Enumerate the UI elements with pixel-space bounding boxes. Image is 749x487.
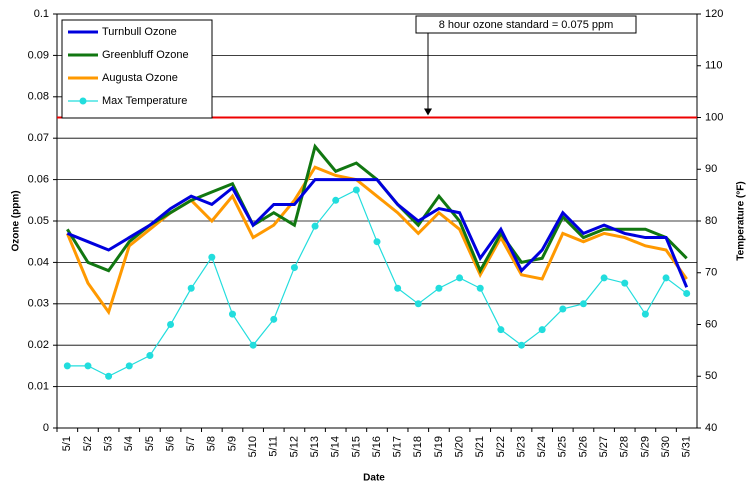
- point: [290, 264, 298, 272]
- x-tick-label: 5/6: [164, 436, 176, 451]
- y2-tick-label: 100: [705, 111, 723, 123]
- point: [208, 253, 216, 261]
- y-tick-label: 0.01: [28, 381, 49, 393]
- arrow-head: [424, 108, 432, 116]
- x-tick-label: 5/27: [598, 436, 610, 457]
- y2-tick-label: 80: [705, 215, 717, 227]
- x-tick-label: 5/3: [103, 436, 115, 451]
- x-tick-label: 5/31: [681, 436, 693, 457]
- x-tick-label: 5/29: [639, 436, 651, 457]
- x-tick-label: 5/11: [268, 436, 280, 457]
- point: [456, 274, 464, 282]
- x-tick-label: 5/19: [433, 436, 445, 457]
- point: [394, 284, 402, 292]
- point: [84, 362, 92, 370]
- x-tick-label: 5/5: [144, 436, 156, 451]
- point: [105, 372, 113, 380]
- y-tick-label: 0.02: [28, 339, 49, 351]
- point: [518, 341, 526, 349]
- annotation: 8 hour ozone standard = 0.075 ppm: [439, 19, 614, 31]
- x-tick-label: 5/4: [123, 436, 135, 451]
- point: [579, 300, 587, 308]
- point: [662, 274, 670, 282]
- y2-tick-label: 70: [705, 267, 717, 279]
- x-tick-label: 5/24: [536, 436, 548, 457]
- point: [497, 326, 505, 334]
- point: [435, 284, 443, 292]
- y-tick-label: 0.04: [28, 256, 49, 268]
- point: [63, 362, 71, 370]
- x-tick-label: 5/9: [226, 436, 238, 451]
- x-tick-label: 5/12: [288, 436, 300, 457]
- y2-tick-label: 50: [705, 370, 717, 382]
- point: [476, 284, 484, 292]
- y-tick-label: 0.05: [28, 215, 49, 227]
- point: [146, 352, 154, 360]
- point: [621, 279, 629, 287]
- x-tick-label: 5/22: [495, 436, 507, 457]
- point: [125, 362, 133, 370]
- point: [311, 222, 319, 230]
- x-tick-label: 5/16: [371, 436, 383, 457]
- x-tick-label: 5/10: [247, 436, 259, 457]
- point: [332, 196, 340, 204]
- legend-label: Augusta Ozone: [102, 72, 178, 84]
- point: [167, 321, 175, 328]
- y-tick-label: 0.1: [34, 8, 49, 20]
- point: [683, 289, 691, 297]
- point: [641, 310, 649, 318]
- y2-tick-label: 120: [705, 8, 723, 20]
- y-tick-label: 0.07: [28, 132, 49, 144]
- y2-axis-title: Temperature (°F): [736, 181, 747, 260]
- y-tick-label: 0.03: [28, 298, 49, 310]
- point: [373, 238, 381, 246]
- annotation-box: [415, 15, 637, 34]
- x-tick-label: 5/30: [660, 436, 672, 457]
- x-tick-label: 5/20: [453, 436, 465, 457]
- legend-label: Greenbluff Ozone: [102, 49, 189, 61]
- point: [559, 305, 567, 313]
- point: [187, 284, 195, 292]
- y-tick-label: 0.08: [28, 91, 49, 103]
- legend-box: [61, 19, 213, 119]
- x-tick-label: 5/1: [61, 436, 73, 451]
- x-tick-label: 5/25: [557, 436, 569, 457]
- x-tick-label: 5/28: [619, 436, 631, 457]
- y-axis-title: Ozone (ppm): [11, 190, 22, 251]
- y2-tick-label: 110: [705, 60, 723, 72]
- point: [352, 186, 360, 194]
- x-tick-label: 5/21: [474, 436, 486, 457]
- series-line: [66, 143, 688, 275]
- x-axis-title: Date: [363, 473, 385, 484]
- x-tick-label: 5/13: [309, 436, 321, 457]
- y-tick-label: 0.09: [28, 49, 49, 61]
- x-tick-label: 5/7: [185, 436, 197, 451]
- y2-tick-label: 90: [705, 163, 717, 175]
- x-tick-label: 5/23: [515, 436, 527, 457]
- y-tick-label: 0: [43, 422, 49, 434]
- point: [249, 341, 257, 349]
- point: [538, 326, 546, 334]
- x-tick-label: 5/8: [206, 436, 218, 451]
- legend-marker: [79, 97, 87, 105]
- x-tick-label: 5/26: [577, 436, 589, 457]
- plot-frame: [56, 13, 698, 429]
- legend-label: Turnbull Ozone: [102, 26, 177, 38]
- x-tick-label: 5/17: [392, 436, 404, 457]
- x-tick-label: 5/18: [412, 436, 424, 457]
- point: [600, 274, 608, 282]
- legend-label: Max Temperature: [102, 95, 187, 107]
- y2-tick-label: 40: [705, 422, 717, 434]
- y-tick-label: 0.06: [28, 174, 49, 186]
- y2-tick-label: 60: [705, 318, 717, 330]
- point: [228, 310, 236, 318]
- point: [414, 300, 422, 308]
- x-tick-label: 5/15: [350, 436, 362, 457]
- series-line: [66, 178, 689, 288]
- x-tick-label: 5/2: [82, 436, 94, 451]
- point: [270, 315, 278, 323]
- x-tick-label: 5/14: [330, 436, 342, 457]
